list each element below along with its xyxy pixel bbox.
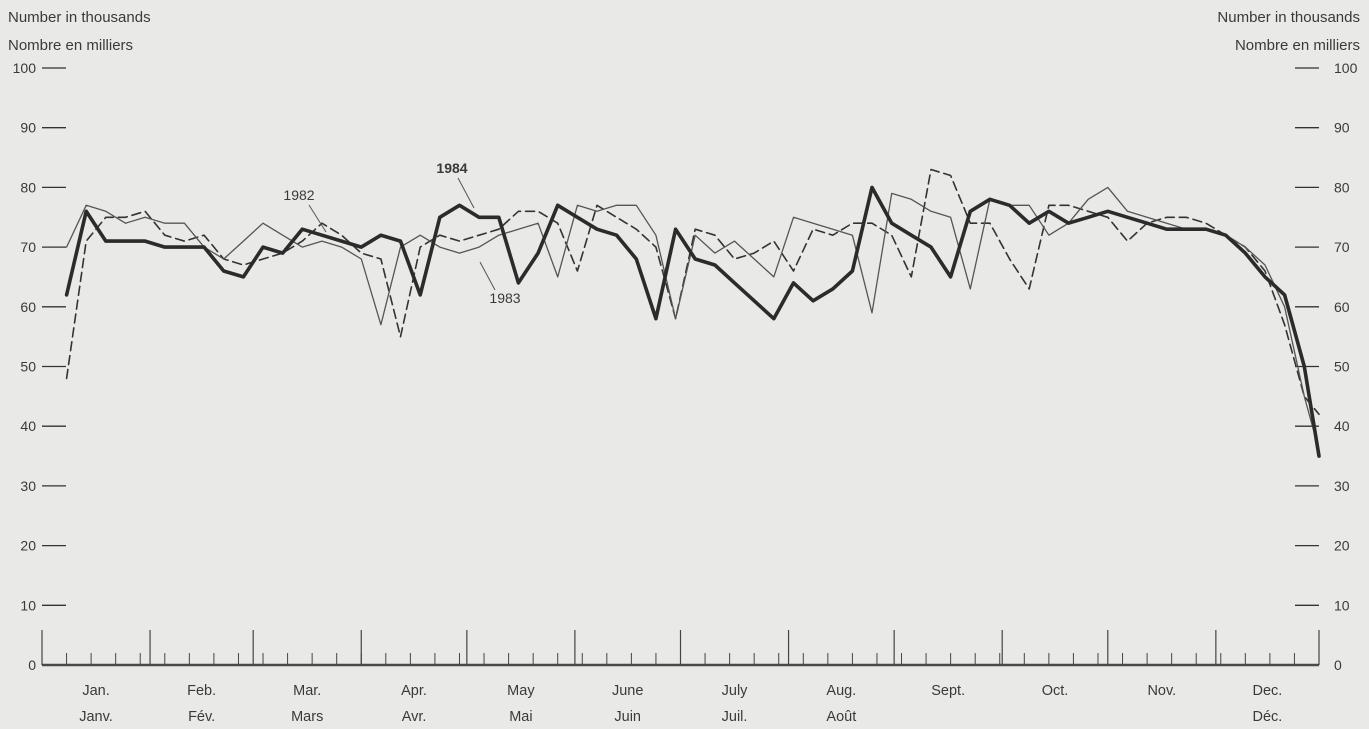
month-label-fr: Juin: [614, 709, 641, 725]
left-ytick-label-90: 90: [20, 120, 36, 136]
month-label-en: Jan.: [82, 683, 109, 699]
series-line-1984: [64, 185, 1321, 458]
month-label-en: Feb.: [187, 683, 216, 699]
right-ytick-label-40: 40: [1334, 418, 1350, 434]
left-ytick-label-100: 100: [13, 60, 37, 76]
left-ytick-label-60: 60: [20, 299, 36, 315]
left-ytick-label-40: 40: [20, 418, 36, 434]
month-label-en: Apr.: [401, 683, 427, 699]
right-ytick-label-50: 50: [1334, 359, 1350, 375]
left-ylabel-en: Number in thousands: [8, 9, 151, 26]
right-ytick-label-10: 10: [1334, 597, 1350, 613]
annotation-1982-leader: [308, 204, 327, 233]
right-ytick-label-20: 20: [1334, 538, 1350, 554]
left-ytick-label-0: 0: [28, 657, 36, 673]
month-label-fr: Juil.: [722, 709, 748, 725]
right-ytick-label-90: 90: [1334, 120, 1350, 136]
month-label-fr: Déc.: [1253, 709, 1283, 725]
left-ytick-label-10: 10: [20, 597, 36, 613]
right-ytick-label-60: 60: [1334, 299, 1350, 315]
series-layer: [64, 168, 1321, 458]
left-ytick-label-30: 30: [20, 478, 36, 494]
series-line-1982: [65, 168, 1320, 416]
month-label-fr: Fév.: [188, 709, 215, 725]
month-label-en: Sept.: [931, 683, 965, 699]
month-label-fr: Août: [826, 709, 856, 725]
left-y-axis: 0 10 20 30 40 50 60 70 80 90 100: [13, 60, 66, 673]
month-label-en: Oct.: [1042, 683, 1069, 699]
left-ytick-label-70: 70: [20, 239, 36, 255]
annotation-1984: 1984: [436, 160, 467, 176]
right-ytick-label-100: 100: [1334, 60, 1358, 76]
right-ylabel-fr: Nombre en milliers: [1235, 37, 1360, 54]
right-ytick-label-30: 30: [1334, 478, 1350, 494]
month-label-en: Mar.: [293, 683, 321, 699]
right-ytick-label-70: 70: [1334, 239, 1350, 255]
annotation-1983-leader: [479, 261, 496, 291]
month-label-en: July: [722, 683, 749, 699]
left-ylabel-fr: Nombre en milliers: [8, 37, 133, 54]
month-label-en: June: [612, 683, 643, 699]
month-label-fr: Mai: [509, 709, 532, 725]
right-y-axis: 0 10 20 30 40 50 60 70 80 90 100: [1295, 60, 1358, 673]
month-label-en: Dec.: [1253, 683, 1283, 699]
left-ytick-label-80: 80: [20, 179, 36, 195]
month-label-en: May: [507, 683, 535, 699]
month-label-fr: Avr.: [402, 709, 427, 725]
right-ytick-label-0: 0: [1334, 657, 1342, 673]
annotation-1983: 1983: [489, 290, 520, 306]
month-label-fr: Mars: [291, 709, 323, 725]
left-ytick-label-20: 20: [20, 538, 36, 554]
right-ytick-label-80: 80: [1334, 179, 1350, 195]
month-label-en: Nov.: [1147, 683, 1176, 699]
series-line-1983: [65, 186, 1320, 451]
x-axis: [41, 630, 1320, 667]
month-labels: Jan. Janv. Feb. Fév. Mar. Mars Apr. Avr. May Mai J…: [79, 683, 1282, 725]
annotation-1984-leader: [457, 177, 475, 209]
month-label-en: Aug.: [826, 683, 856, 699]
month-label-fr: Janv.: [79, 709, 113, 725]
annotation-1982: 1982: [283, 187, 314, 203]
left-ytick-label-50: 50: [20, 359, 36, 375]
right-ylabel-en: Number in thousands: [1217, 9, 1360, 26]
